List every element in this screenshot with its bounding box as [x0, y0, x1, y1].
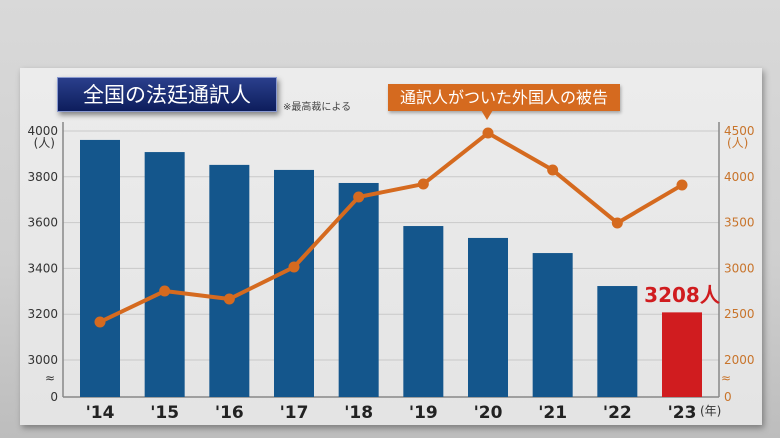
- left-tick-label: 3400: [27, 261, 58, 275]
- line-point: [482, 127, 494, 139]
- category-label: '14: [86, 403, 115, 423]
- line-point: [223, 293, 235, 305]
- bar: [403, 226, 444, 397]
- line-point: [353, 191, 365, 203]
- bar: [274, 169, 314, 397]
- category-label: '16: [215, 403, 244, 423]
- category-label: '21: [538, 403, 567, 423]
- line-point: [611, 217, 623, 229]
- line-point: [547, 164, 559, 176]
- left-tick-label: 4000: [27, 124, 58, 138]
- bar: [532, 253, 573, 397]
- right-tick-label: 4000: [724, 170, 755, 184]
- line-point: [676, 179, 688, 191]
- line-point: [288, 261, 300, 273]
- bar: [144, 152, 185, 397]
- left-tick-label: 3000: [27, 353, 58, 367]
- category-label: '19: [409, 403, 438, 423]
- category-label: '18: [344, 403, 373, 423]
- x-axis-unit: (年): [700, 404, 721, 418]
- left-tick-label: 3600: [27, 216, 58, 230]
- chart-panel: [20, 68, 762, 425]
- right-tick-label: 4500: [724, 124, 755, 138]
- left-tick-label: 0: [50, 390, 58, 404]
- source-note: ※最高裁による: [283, 102, 352, 113]
- bar: [662, 312, 702, 397]
- bar: [80, 139, 120, 397]
- category-label: '17: [280, 403, 309, 423]
- bar: [338, 182, 379, 397]
- line-point: [417, 178, 429, 190]
- left-tick-label: 3800: [27, 170, 58, 184]
- line-point: [94, 316, 106, 328]
- right-tick-label: 2500: [724, 307, 755, 321]
- right-tick-label: 3500: [724, 216, 755, 230]
- bar: [468, 237, 508, 397]
- axis-break-icon: ≈: [45, 371, 55, 385]
- line-series: [99, 131, 684, 324]
- bar: [209, 164, 250, 397]
- left-tick-label: 3200: [27, 307, 58, 321]
- axis-break-icon: ≈: [721, 371, 731, 385]
- category-label: '22: [603, 403, 632, 423]
- category-label: '20: [474, 403, 503, 423]
- chart-title: 全国の法廷通訳人: [57, 77, 277, 112]
- category-label: '23: [668, 403, 697, 423]
- bar: [597, 286, 638, 397]
- left-axis-unit: (人): [34, 136, 55, 150]
- line-series-callout: 通訳人がついた外国人の被告: [388, 84, 620, 120]
- line-point: [159, 285, 171, 297]
- right-axis-unit: (人): [727, 136, 748, 150]
- category-label: '15: [150, 403, 179, 423]
- right-tick-label: 0: [724, 390, 732, 404]
- right-tick-label: 3000: [724, 261, 755, 275]
- highlight-data-label: 3208人: [644, 283, 721, 307]
- right-tick-label: 2000: [724, 353, 755, 367]
